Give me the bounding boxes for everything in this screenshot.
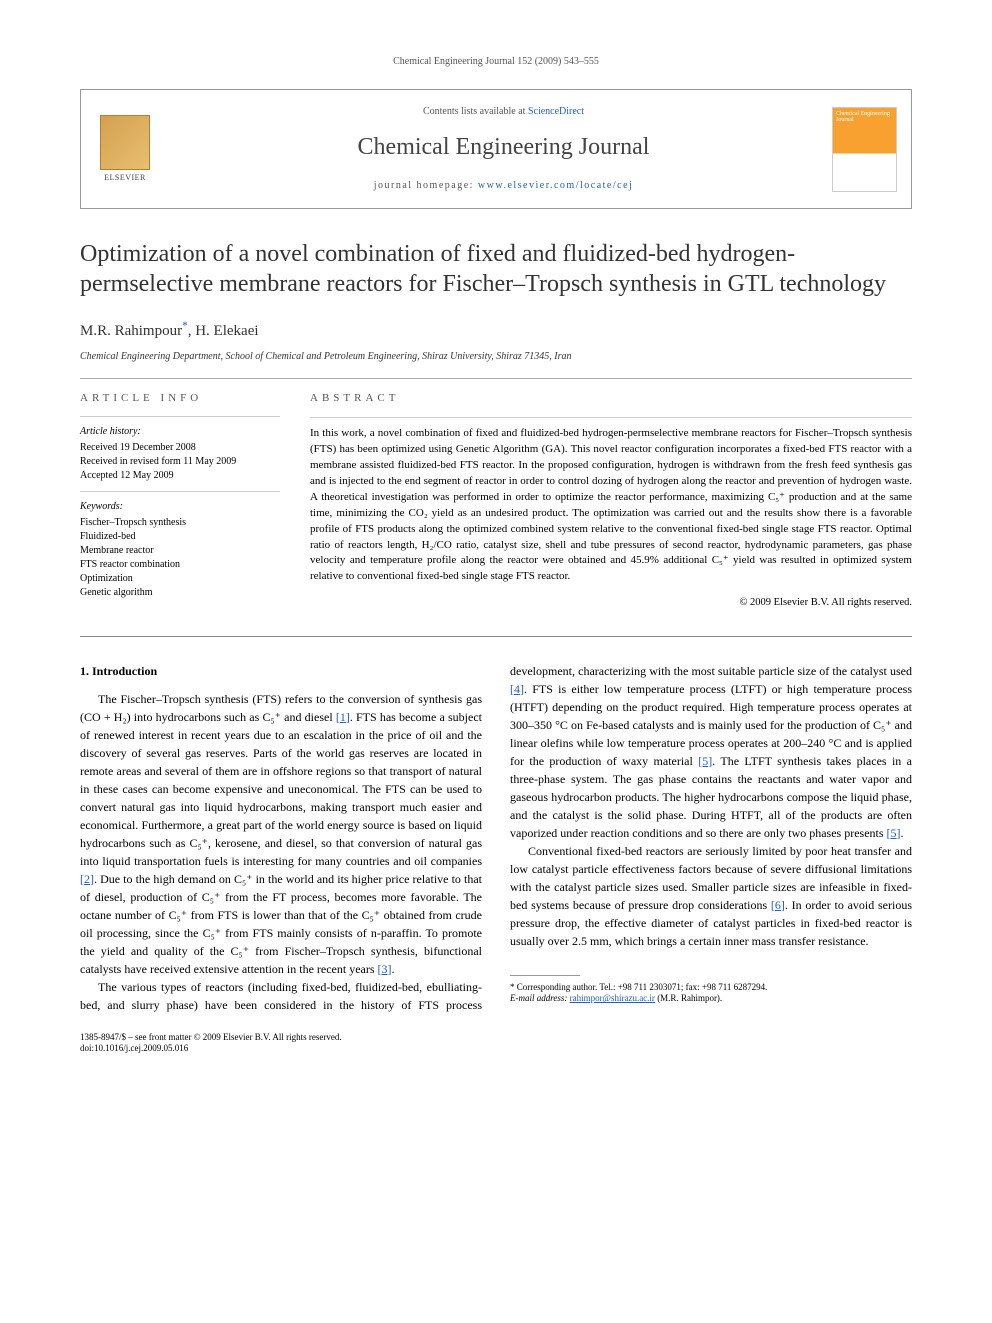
citation-link[interactable]: [4]	[510, 682, 524, 696]
body-text: . FTS has become a subject of renewed in…	[80, 710, 482, 868]
history-item: Received 19 December 2008	[80, 441, 280, 455]
footnote-separator	[510, 975, 580, 976]
abstract-divider	[310, 417, 912, 418]
article-info-heading: article info	[80, 391, 280, 406]
homepage-prefix: journal homepage:	[374, 180, 478, 191]
corresponding-author-footnote: * Corresponding author. Tel.: +98 711 23…	[510, 982, 912, 1005]
citation-link[interactable]: [2]	[80, 872, 94, 886]
body-paragraph: Conventional fixed-bed reactors are seri…	[510, 842, 912, 950]
body-text: .	[392, 962, 395, 976]
keywords-list: Fischer–Tropsch synthesis Fluidized-bed …	[80, 516, 280, 600]
journal-cover-thumbnail: Chemical Engineering Journal	[832, 107, 897, 192]
elsevier-logo: ELSEVIER	[95, 109, 155, 189]
page: Chemical Engineering Journal 152 (2009) …	[0, 0, 992, 1105]
publisher-name: ELSEVIER	[104, 172, 146, 183]
section-title: Introduction	[92, 664, 157, 678]
body-divider	[80, 636, 912, 637]
history-list: Received 19 December 2008 Received in re…	[80, 441, 280, 483]
homepage-line: journal homepage: www.elsevier.com/locat…	[175, 179, 832, 193]
journal-name: Chemical Engineering Journal	[175, 131, 832, 165]
citation-link[interactable]: [6]	[771, 898, 785, 912]
info-divider	[80, 416, 280, 417]
author-1: M.R. Rahimpour	[80, 323, 182, 339]
author-2: , H. Elekaei	[188, 323, 259, 339]
citation-link[interactable]: [1]	[336, 710, 350, 724]
footnote-line-2: E-mail address: rahimpor@shirazu.ac.ir (…	[510, 993, 912, 1005]
history-item: Received in revised form 11 May 2009	[80, 455, 280, 469]
footer-line-1: 1385-8947/$ – see front matter © 2009 El…	[80, 1032, 912, 1044]
body-text: .	[901, 826, 904, 840]
email-link[interactable]: rahimpor@shirazu.ac.ir	[570, 993, 655, 1003]
cover-thumb-title: Chemical Engineering Journal	[836, 111, 893, 124]
authors: M.R. Rahimpour*, H. Elekaei	[80, 319, 912, 342]
contents-available-line: Contents lists available at ScienceDirec…	[175, 105, 832, 119]
keywords-label: Keywords:	[80, 500, 280, 514]
section-heading: 1. Introduction	[80, 662, 482, 680]
keyword-item: FTS reactor combination	[80, 558, 280, 572]
citation-link[interactable]: [5]	[698, 754, 712, 768]
contents-prefix: Contents lists available at	[423, 106, 528, 117]
journal-header-box: ELSEVIER Contents lists available at Sci…	[80, 89, 912, 209]
elsevier-tree-icon	[100, 115, 150, 170]
homepage-link[interactable]: www.elsevier.com/locate/cej	[478, 180, 633, 191]
email-label: E-mail address:	[510, 993, 570, 1003]
article-info-column: article info Article history: Received 1…	[80, 391, 280, 611]
sciencedirect-link[interactable]: ScienceDirect	[528, 106, 584, 117]
divider-rule	[80, 378, 912, 379]
article-title: Optimization of a novel combination of f…	[80, 239, 912, 299]
keyword-item: Genetic algorithm	[80, 586, 280, 600]
abstract-heading: abstract	[310, 391, 912, 407]
history-label: Article history:	[80, 425, 280, 439]
citation-link[interactable]: [3]	[378, 962, 392, 976]
body-columns: 1. Introduction The Fischer–Tropsch synt…	[80, 662, 912, 1014]
affiliation: Chemical Engineering Department, School …	[80, 350, 912, 364]
info-divider	[80, 491, 280, 492]
keyword-item: Fluidized-bed	[80, 530, 280, 544]
keyword-item: Fischer–Tropsch synthesis	[80, 516, 280, 530]
section-number: 1.	[80, 664, 89, 678]
footer-doi: doi:10.1016/j.cej.2009.05.016	[80, 1043, 912, 1055]
keyword-item: Membrane reactor	[80, 544, 280, 558]
footnote-line-1: * Corresponding author. Tel.: +98 711 23…	[510, 982, 912, 994]
running-header: Chemical Engineering Journal 152 (2009) …	[80, 55, 912, 69]
email-suffix: (M.R. Rahimpor).	[655, 993, 722, 1003]
citation-link[interactable]: [5]	[887, 826, 901, 840]
body-paragraph: The Fischer–Tropsch synthesis (FTS) refe…	[80, 690, 482, 978]
journal-center: Contents lists available at ScienceDirec…	[175, 105, 832, 193]
abstract-text: In this work, a novel combination of fix…	[310, 426, 912, 585]
abstract-column: abstract In this work, a novel combinati…	[310, 391, 912, 611]
keyword-item: Optimization	[80, 572, 280, 586]
page-footer: 1385-8947/$ – see front matter © 2009 El…	[80, 1032, 912, 1055]
history-item: Accepted 12 May 2009	[80, 469, 280, 483]
abstract-copyright: © 2009 Elsevier B.V. All rights reserved…	[310, 595, 912, 610]
info-abstract-row: article info Article history: Received 1…	[80, 391, 912, 611]
